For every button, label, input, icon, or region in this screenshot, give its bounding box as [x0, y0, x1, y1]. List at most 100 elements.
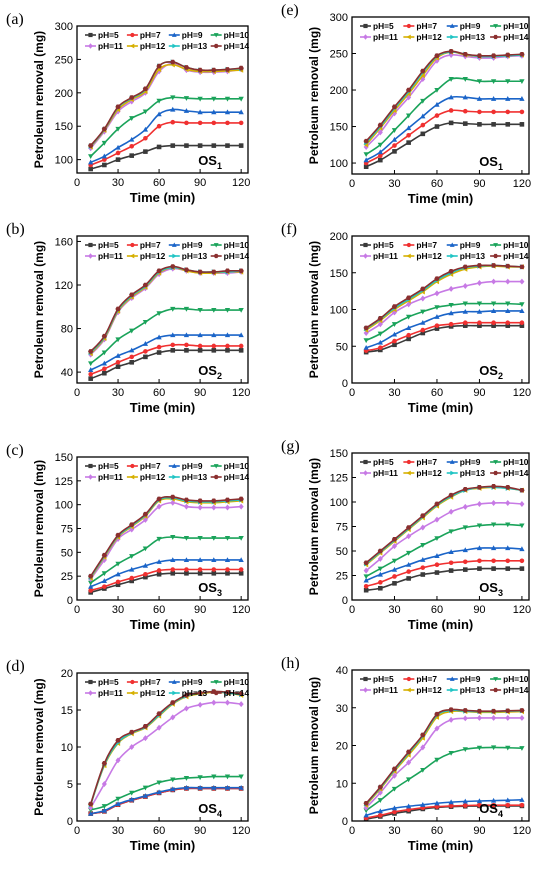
legend-label: pH=11 — [98, 41, 123, 51]
data-point — [434, 113, 440, 118]
legend-label: pH=14 — [224, 472, 250, 482]
y-tick-label: 0 — [342, 595, 348, 607]
data-point — [505, 797, 511, 803]
data-point — [448, 108, 454, 113]
data-point — [420, 543, 426, 548]
legend-marker — [493, 687, 499, 693]
data-point — [238, 109, 244, 115]
data-point — [476, 280, 482, 287]
data-point — [238, 557, 244, 563]
data-point — [476, 485, 483, 490]
legend-marker — [450, 253, 455, 259]
data-point — [490, 484, 497, 489]
legend-marker — [213, 43, 219, 49]
data-point — [462, 547, 468, 553]
x-tick-label: 60 — [153, 604, 165, 616]
data-point — [505, 499, 511, 506]
data-point — [519, 708, 525, 713]
sample-label-main: OS — [198, 153, 217, 168]
data-point — [406, 336, 411, 342]
data-point — [197, 269, 203, 275]
data-point — [490, 745, 497, 751]
data-point — [115, 337, 121, 343]
data-point — [490, 545, 497, 551]
y-tick-label: 0 — [67, 816, 73, 828]
data-point — [129, 292, 135, 298]
data-point — [115, 144, 121, 150]
data-point — [519, 566, 525, 571]
data-point — [505, 708, 511, 714]
sample-label-main: OS — [479, 363, 498, 378]
y-tick-label: 100 — [330, 305, 348, 317]
x-tick-label: 90 — [473, 387, 485, 399]
data-point — [224, 332, 231, 338]
legend-label: pH=9 — [460, 457, 481, 467]
data-point — [505, 79, 511, 85]
data-point — [224, 497, 231, 503]
sample-label-subscript: 3 — [498, 588, 503, 598]
legend-label: pH=9 — [460, 21, 481, 31]
y-tick-label: 200 — [330, 85, 348, 97]
legend-marker — [213, 474, 219, 480]
data-point — [505, 545, 511, 551]
legend-label: pH=12 — [140, 688, 166, 698]
y-tick-label: 40 — [336, 665, 348, 677]
data-point — [142, 546, 149, 552]
data-point — [88, 349, 94, 354]
data-point — [211, 535, 217, 541]
data-point — [406, 807, 411, 812]
x-tick-label: 0 — [349, 825, 355, 837]
data-point — [170, 571, 176, 576]
x-tick-label: 60 — [431, 387, 443, 399]
data-point — [184, 567, 189, 572]
sample-label: OS3 — [198, 580, 222, 598]
data-point — [519, 802, 525, 808]
y-axis-label: Petroleum removal (mg) — [307, 458, 321, 595]
data-point — [115, 157, 121, 162]
data-point — [434, 516, 440, 523]
data-point — [434, 570, 440, 575]
data-point — [491, 122, 496, 127]
data-point — [434, 757, 440, 763]
y-tick-label: 250 — [55, 54, 73, 66]
data-point — [101, 153, 108, 159]
data-point — [391, 136, 398, 142]
y-tick-label: 100 — [330, 497, 348, 509]
y-tick-label: 40 — [61, 367, 73, 379]
y-tick-label: 75 — [61, 524, 73, 536]
data-point — [377, 571, 383, 577]
data-point — [462, 715, 468, 722]
legend-marker — [450, 470, 455, 476]
data-point — [170, 59, 176, 65]
legend-marker — [450, 34, 455, 40]
data-point — [477, 109, 482, 115]
data-point — [129, 95, 135, 100]
legend-marker — [406, 470, 411, 476]
legend-marker — [88, 43, 93, 49]
data-point — [477, 566, 482, 571]
data-point — [183, 497, 190, 503]
legend-marker — [171, 32, 177, 37]
data-point — [392, 581, 397, 586]
y-axis-label: Petroleum removal (mg) — [307, 677, 321, 814]
legend-marker — [172, 474, 177, 480]
legend-label: pH=10 — [224, 677, 250, 687]
data-point — [363, 577, 369, 583]
legend-label: pH=5 — [98, 461, 119, 471]
x-tick-label: 30 — [388, 178, 400, 190]
y-tick-label: 80 — [61, 324, 73, 336]
x-tick-label: 120 — [513, 178, 531, 190]
data-point — [183, 557, 190, 563]
data-point — [490, 308, 497, 314]
legend-marker — [171, 463, 177, 468]
data-point — [238, 691, 244, 697]
data-point — [462, 76, 468, 82]
legend-label: pH=13 — [182, 688, 208, 698]
legend-marker — [172, 43, 177, 49]
data-point — [420, 68, 426, 74]
data-point — [238, 143, 244, 148]
data-point — [448, 94, 454, 100]
y-tick-label: 20 — [61, 668, 73, 680]
data-point — [406, 749, 412, 755]
legend-marker — [493, 470, 499, 476]
